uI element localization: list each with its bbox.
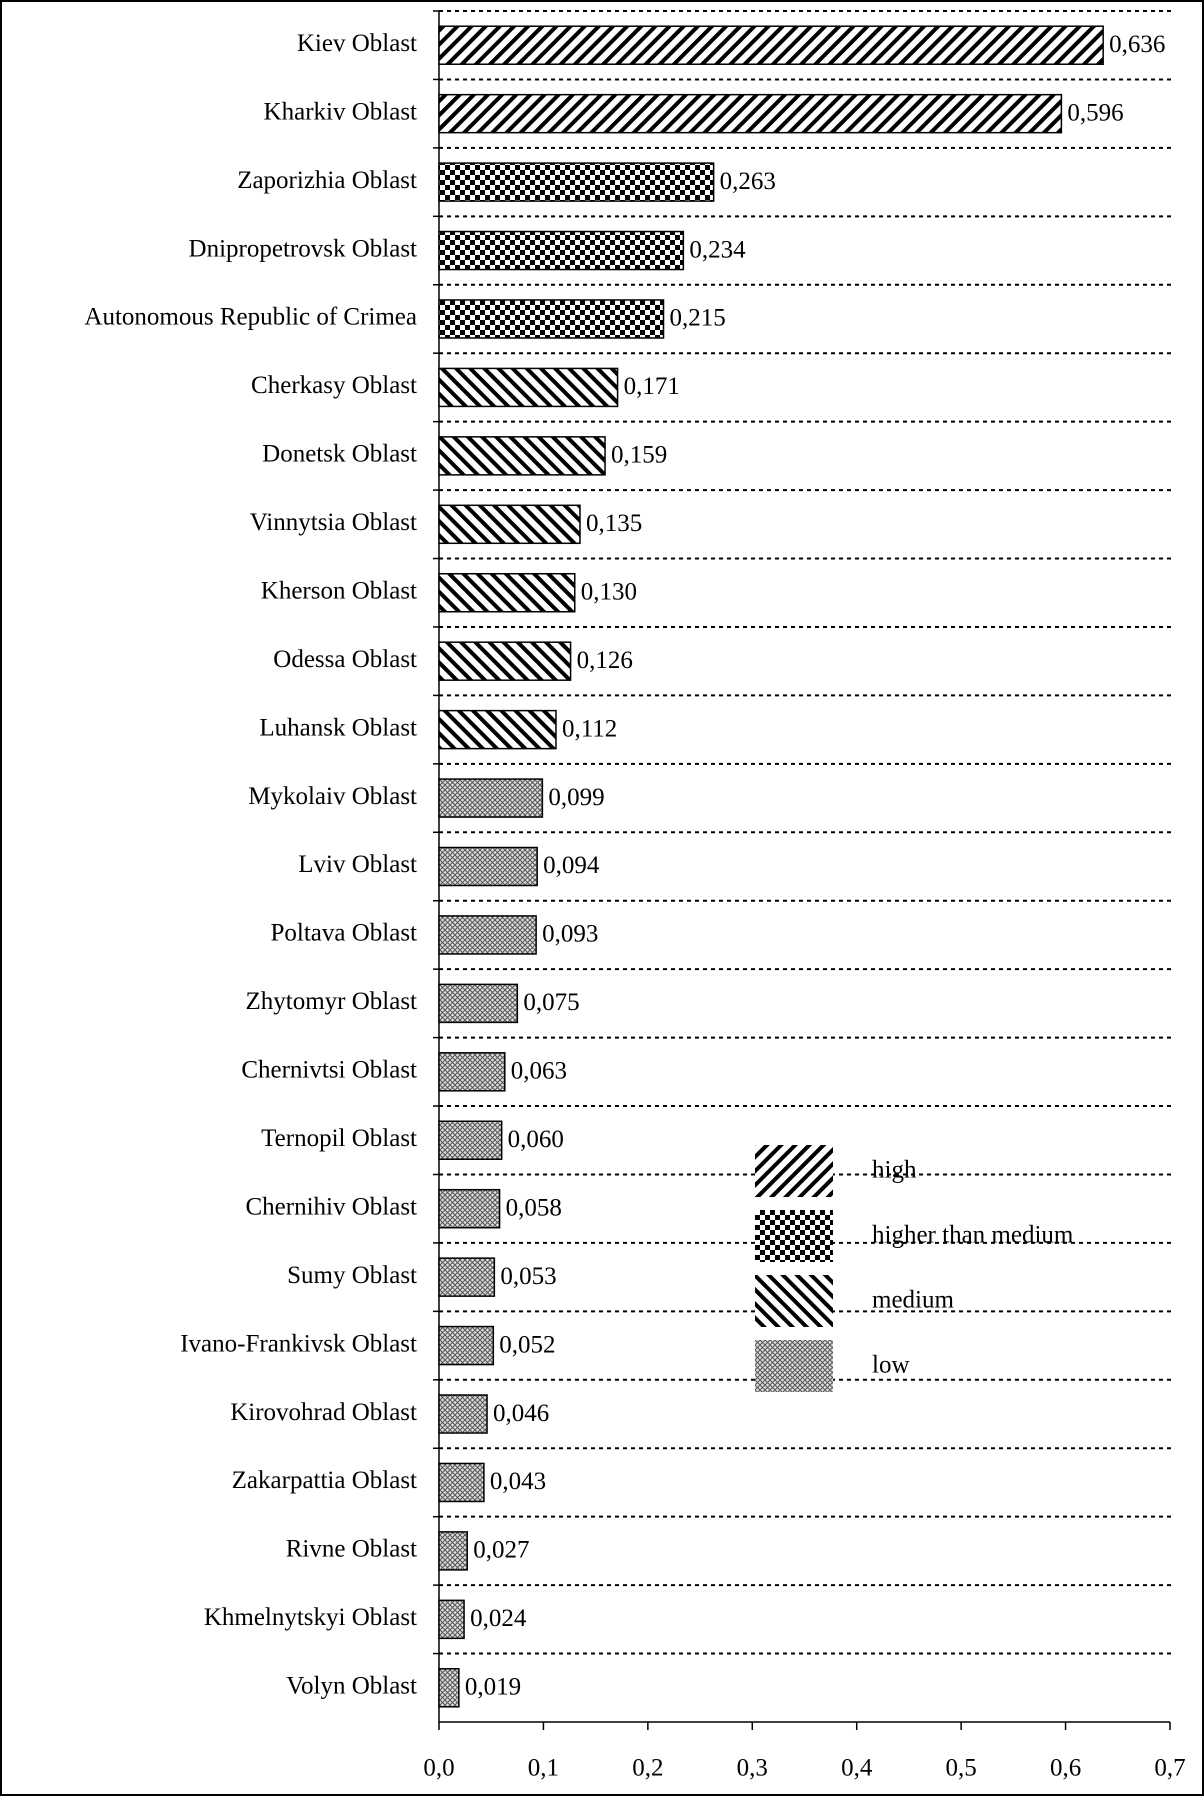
bar [438, 1394, 488, 1434]
category-label: Lviv Oblast [298, 851, 417, 878]
value-label: 0,636 [1109, 31, 1165, 58]
bar [438, 1531, 468, 1571]
legend-swatch [755, 1275, 833, 1327]
category-label: Zhytomyr Oblast [245, 988, 417, 1015]
value-label: 0,171 [624, 373, 680, 400]
x-tick-label: 0,4 [841, 1755, 873, 1782]
category-label: Khmelnytskyi Oblast [204, 1604, 417, 1631]
bar [438, 436, 606, 476]
x-tick-label: 0,3 [737, 1755, 768, 1782]
bar [438, 1052, 506, 1092]
bar [438, 1599, 465, 1640]
category-label: Kirovohrad Oblast [230, 1399, 417, 1426]
bar [438, 162, 715, 202]
bar [438, 1257, 496, 1297]
bar [438, 504, 581, 545]
bar [438, 299, 665, 339]
value-label: 0,159 [611, 442, 667, 469]
value-label: 0,075 [523, 989, 579, 1016]
category-label: Dnipropetrovsk Oblast [189, 235, 417, 262]
x-tick-label: 0,0 [423, 1755, 454, 1782]
bar [438, 641, 572, 681]
value-label: 0,060 [508, 1126, 564, 1153]
value-label: 0,046 [493, 1400, 549, 1427]
legend-label: low [872, 1352, 910, 1379]
value-label: 0,024 [470, 1605, 527, 1632]
value-label: 0,130 [581, 578, 637, 605]
category-label: Volyn Oblast [286, 1673, 417, 1700]
value-label: 0,093 [542, 921, 598, 948]
category-label: Ivano-Frankivsk Oblast [180, 1330, 417, 1357]
value-label: 0,019 [465, 1674, 521, 1701]
category-label: Rivne Oblast [286, 1536, 417, 1563]
value-label: 0,027 [473, 1537, 529, 1564]
value-label: 0,112 [562, 715, 617, 742]
bar [438, 230, 685, 271]
legend-label: medium [872, 1287, 954, 1314]
category-label: Odessa Oblast [273, 646, 417, 673]
legend-swatch [755, 1210, 833, 1262]
category-label: Chernivtsi Oblast [241, 1057, 417, 1084]
legend-label: high [872, 1157, 917, 1184]
bar [438, 778, 544, 818]
value-label: 0,043 [490, 1468, 546, 1495]
category-label: Poltava Oblast [270, 920, 417, 947]
category-label: Chernihiv Oblast [245, 1193, 417, 1220]
x-tick-label: 0,1 [528, 1755, 559, 1782]
x-tick-label: 0,7 [1154, 1755, 1185, 1782]
bar [438, 1462, 485, 1503]
value-label: 0,094 [543, 852, 600, 879]
value-label: 0,099 [548, 784, 604, 811]
legend-swatch [755, 1145, 833, 1197]
x-tick-label: 0,2 [632, 1755, 663, 1782]
value-label: 0,052 [499, 1331, 555, 1358]
category-label: Autonomous Republic of Crimea [84, 304, 417, 331]
bar [438, 915, 537, 955]
value-label: 0,126 [577, 647, 633, 674]
category-label: Ternopil Oblast [261, 1125, 417, 1152]
value-label: 0,596 [1067, 99, 1123, 126]
value-label: 0,058 [506, 1194, 562, 1221]
category-label: Cherkasy Oblast [251, 372, 417, 399]
x-tick-label: 0,6 [1050, 1755, 1081, 1782]
category-label: Mykolaiv Oblast [248, 783, 417, 810]
category-label: Kharkiv Oblast [264, 98, 417, 125]
category-label: Luhansk Oblast [259, 714, 417, 741]
bar [438, 1120, 503, 1161]
value-label: 0,234 [689, 236, 746, 263]
bar [438, 846, 538, 887]
category-label: Kherson Oblast [261, 577, 417, 604]
category-label: Zakarpattia Oblast [232, 1467, 417, 1494]
value-label: 0,263 [720, 168, 776, 195]
bar [438, 25, 1104, 65]
bar [438, 572, 576, 613]
category-label: Sumy Oblast [287, 1262, 417, 1289]
category-label: Zaporizhia Oblast [237, 167, 417, 194]
value-label: 0,135 [586, 510, 642, 537]
value-label: 0,053 [500, 1263, 556, 1290]
value-label: 0,063 [511, 1058, 567, 1085]
bar [438, 1668, 460, 1708]
bar [438, 93, 1063, 134]
bar [438, 709, 557, 750]
bar [438, 1188, 501, 1229]
x-tick-label: 0,5 [946, 1755, 977, 1782]
category-label: Kiev Oblast [297, 30, 417, 57]
bar [438, 367, 619, 408]
bar [438, 983, 519, 1024]
value-label: 0,215 [670, 305, 726, 332]
bar [438, 1325, 495, 1366]
legend-label: higher than medium [872, 1222, 1074, 1249]
category-label: Donetsk Oblast [262, 441, 417, 468]
category-label: Vinnytsia Oblast [250, 509, 417, 536]
legend-swatch [755, 1340, 833, 1392]
